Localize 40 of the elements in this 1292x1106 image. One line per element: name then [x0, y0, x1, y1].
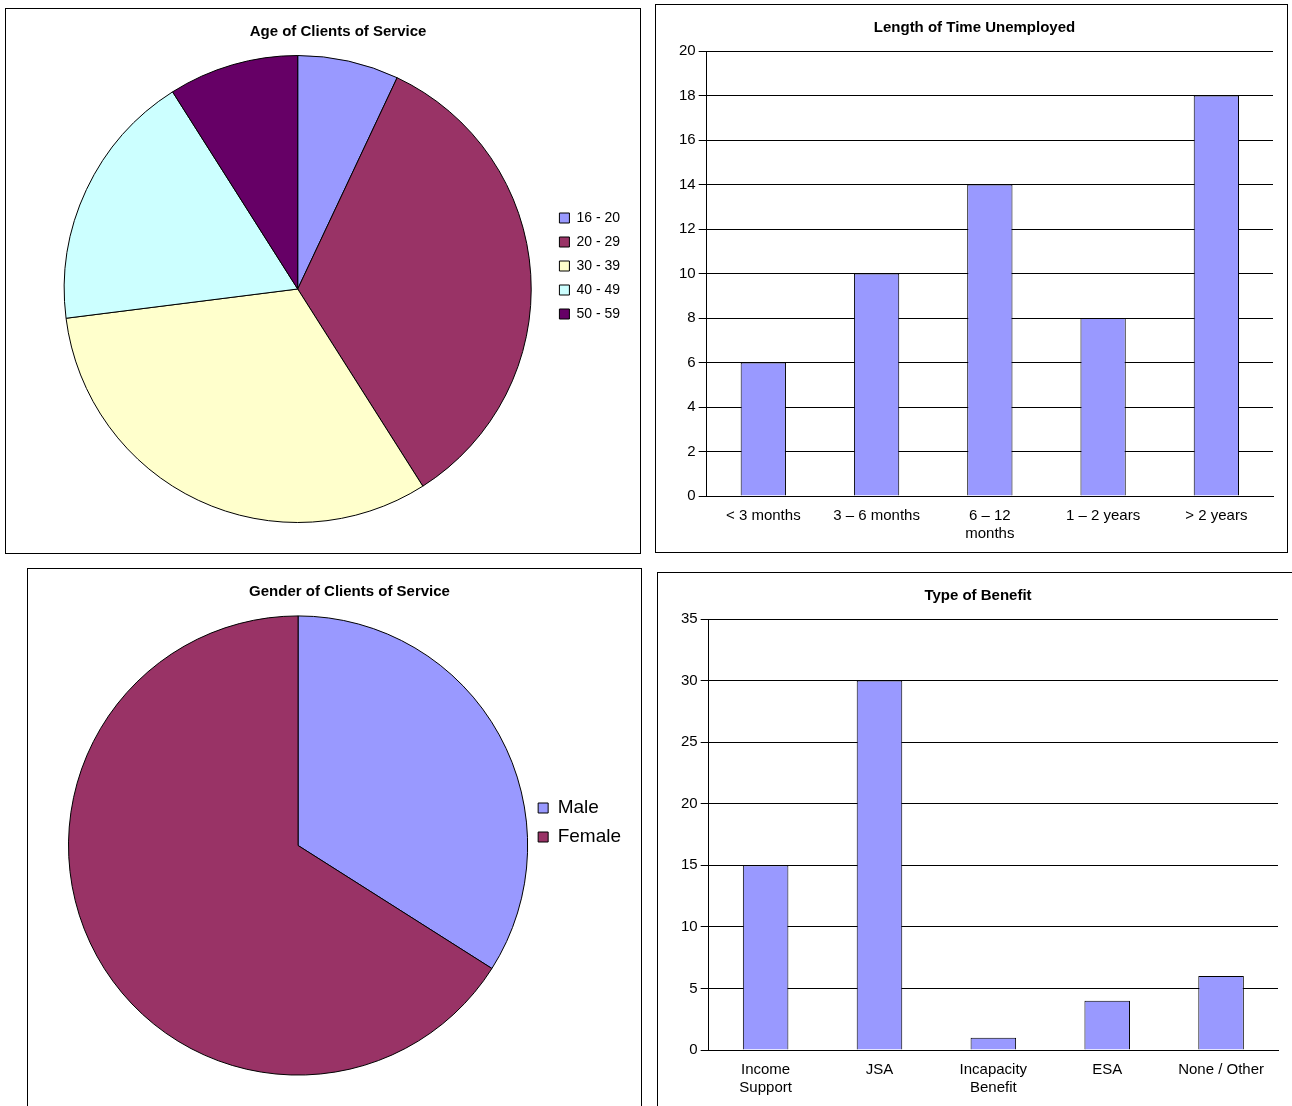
y-tick-label: 15 — [681, 855, 698, 873]
y-tick-label: 8 — [687, 308, 696, 326]
chart-title: Length of Time Unemployed — [873, 18, 1076, 36]
x-tick-label: > 2 years — [1185, 506, 1248, 524]
x-tick-label: 1 – 2 years — [1066, 506, 1141, 524]
legend-label: 40 - 49 — [576, 280, 621, 297]
x-tick-label: Incapacity Benefit — [959, 1060, 1028, 1096]
y-tick-label: 25 — [681, 732, 698, 750]
legend-label: Female — [557, 825, 621, 847]
y-tick-label: 18 — [679, 85, 696, 103]
y-tick-label: 20 — [681, 793, 698, 811]
y-tick-label: 10 — [679, 263, 696, 281]
legend-label: 30 - 39 — [576, 256, 621, 273]
x-tick-label: Income Support — [739, 1060, 793, 1096]
chart-title: Gender of Clients of Service — [249, 582, 450, 600]
y-tick-label: 2 — [687, 441, 696, 459]
x-tick-label: 6 – 12 months — [965, 506, 1015, 542]
legend-label: Male — [557, 796, 599, 818]
y-tick-label: 4 — [687, 397, 696, 415]
x-tick-label: ESA — [1092, 1060, 1123, 1078]
y-tick-label: 14 — [679, 174, 696, 192]
y-tick-label: 35 — [681, 609, 698, 627]
y-tick-label: 20 — [679, 41, 696, 59]
legend-label: 16 - 20 — [576, 208, 621, 225]
x-tick-label: 3 – 6 months — [833, 506, 920, 524]
chart-title: Age of Clients of Service — [249, 22, 427, 40]
chart-title: Type of Benefit — [924, 586, 1032, 604]
y-tick-label: 5 — [689, 978, 698, 996]
y-tick-label: 10 — [681, 917, 698, 934]
y-tick-label: 0 — [687, 486, 696, 504]
y-tick-label: 12 — [679, 219, 696, 237]
y-tick-label: 0 — [689, 1040, 698, 1058]
x-tick-label: None / Other — [1178, 1060, 1265, 1078]
y-tick-label: 30 — [681, 670, 698, 688]
x-tick-label: < 3 months — [726, 506, 801, 524]
y-tick-label: 16 — [679, 130, 696, 148]
y-tick-label: 6 — [687, 352, 696, 370]
legend-label: 50 - 59 — [576, 304, 621, 321]
legend-label: 20 - 29 — [576, 232, 621, 249]
x-tick-label: JSA — [865, 1060, 894, 1078]
